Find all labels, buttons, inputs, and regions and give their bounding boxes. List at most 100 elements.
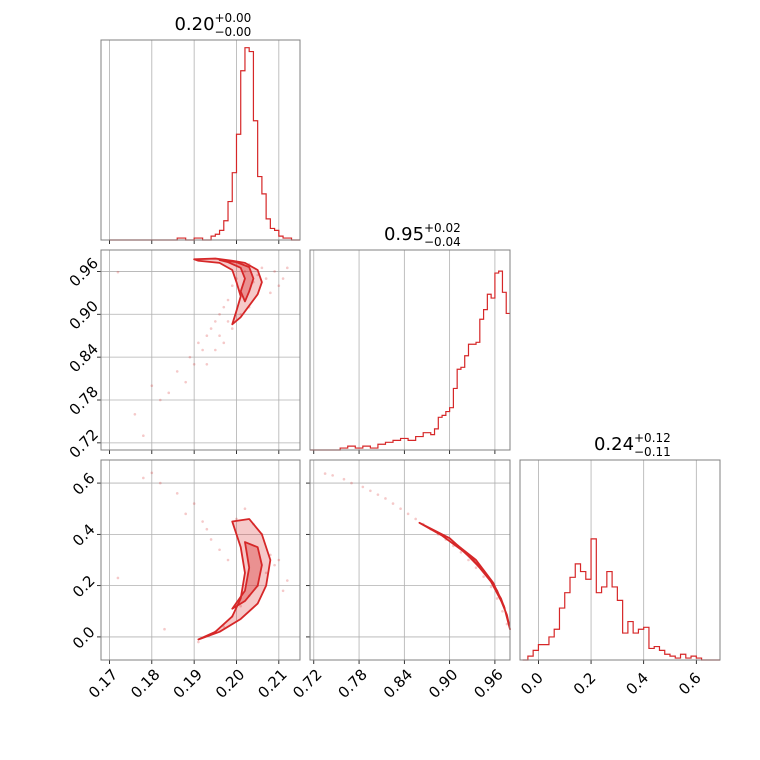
scatter-point [218, 312, 221, 316]
panel-p1-histogram: 0.20 +0.00−0.00 [100, 11, 301, 244]
histogram-series [310, 270, 510, 451]
x-tick-label: 0.96 [470, 665, 506, 701]
scatter-point [459, 551, 463, 554]
scatter-point [391, 502, 395, 505]
y-tick-label: 0.6 [69, 469, 99, 499]
histogram-series [522, 538, 720, 661]
y-tick-label: 0.2 [69, 572, 99, 602]
scatter-point [192, 362, 196, 366]
panel-title-plus: +0.02 [424, 221, 461, 235]
scatter-point [142, 434, 145, 438]
scatter-point [150, 384, 154, 388]
scatter-point [361, 485, 365, 489]
scatter-point [350, 481, 353, 485]
panel-title-plus: +0.00 [215, 11, 252, 25]
scatter-point [230, 284, 234, 288]
scatter-point [188, 355, 192, 359]
scatter-point [163, 627, 166, 631]
scatter-point [239, 604, 243, 608]
panel-p3-vs-p1: 0.0 0.2 0.4 0.6 0.17 0.18 0.19 0.20 0.21 [69, 459, 301, 702]
scatter-point [222, 305, 226, 309]
scatter-point [192, 502, 196, 505]
scatter-point [226, 558, 230, 562]
scatter-point [222, 625, 226, 628]
scatter-point [133, 412, 137, 416]
scatter-point [474, 566, 478, 569]
x-tick-label: 0.4 [623, 669, 653, 699]
x-tick-label: 0.78 [335, 665, 371, 701]
scatter-point [281, 589, 285, 593]
y-tick-label: 0.0 [69, 623, 99, 653]
scatter-point [116, 270, 120, 274]
scatter-point [222, 341, 226, 345]
scatter-point [142, 476, 145, 480]
scatter-point [205, 334, 209, 338]
panel-frame [309, 459, 511, 661]
scatter-point [184, 512, 187, 516]
density-contour [452, 541, 506, 610]
y-tick-label: 0.78 [66, 383, 102, 419]
y-tick-label: 0.84 [66, 340, 102, 376]
scatter-point [269, 291, 272, 295]
scatter-point [167, 391, 171, 395]
panel-title: 0.95 [384, 224, 424, 245]
scatter-point [209, 327, 213, 330]
density-contour [193, 257, 263, 326]
scatter-point [158, 398, 162, 402]
x-tick-label: 0.18 [127, 665, 163, 701]
x-tick-label: 0.2 [570, 669, 600, 699]
scatter-point [201, 348, 204, 352]
y-tick-label: 0.4 [69, 520, 99, 550]
density-contour [218, 259, 255, 303]
scatter-point [205, 362, 209, 366]
density-contour [197, 518, 272, 641]
y-tick-label: 0.96 [66, 254, 102, 290]
scatter-point [264, 571, 268, 575]
scatter-point [489, 585, 493, 589]
scatter-point [218, 334, 221, 338]
x-tick-label: 0.72 [289, 665, 325, 701]
histogram-series [109, 47, 300, 241]
x-tick-label: 0.19 [170, 665, 206, 701]
scatter-point [205, 527, 209, 531]
scatter-point [281, 277, 285, 280]
scatter-point [467, 558, 470, 562]
density-contour [231, 541, 263, 610]
scatter-point [243, 270, 247, 273]
scatter-point [369, 489, 372, 493]
scatter-point [482, 575, 485, 578]
scatter-point [226, 298, 230, 302]
panel-title-minus: −0.00 [215, 25, 252, 39]
x-tick-label: 0.21 [254, 665, 290, 701]
scatter-point [214, 320, 217, 323]
scatter-point [406, 512, 410, 516]
scatter-point [273, 563, 276, 567]
scatter-point [399, 507, 402, 511]
panel-frame [100, 39, 301, 241]
y-tick-label: 0.72 [66, 426, 102, 462]
panel-frame [100, 459, 301, 661]
scatter-point [384, 497, 387, 500]
scatter-point [230, 327, 234, 330]
panel-p3-histogram: 0.24 +0.12−0.11 0.0 0.2 0.4 0.6 [517, 431, 721, 699]
scatter-point [184, 380, 187, 384]
x-tick-label: 0.6 [675, 669, 705, 699]
panel-frame [309, 249, 511, 451]
panel-p3-vs-p2: 0.72 0.78 0.84 0.90 0.96 [289, 459, 511, 702]
scatter-point [342, 477, 346, 481]
scatter-point [197, 341, 200, 345]
scatter-point [331, 474, 334, 477]
scatter-point [277, 558, 281, 562]
density-contour [418, 521, 511, 631]
scatter-point [209, 538, 213, 541]
scatter-point [260, 266, 264, 270]
scatter-point [323, 472, 327, 475]
x-tick-label: 0.84 [380, 665, 416, 701]
scatter-point [197, 640, 200, 644]
panel-title: 0.20 [174, 14, 214, 35]
scatter-point [285, 579, 289, 582]
scatter-point [175, 370, 179, 373]
panel-title-minus: −0.04 [424, 235, 461, 249]
panel-p2-histogram: 0.95 +0.02−0.04 [309, 221, 511, 454]
